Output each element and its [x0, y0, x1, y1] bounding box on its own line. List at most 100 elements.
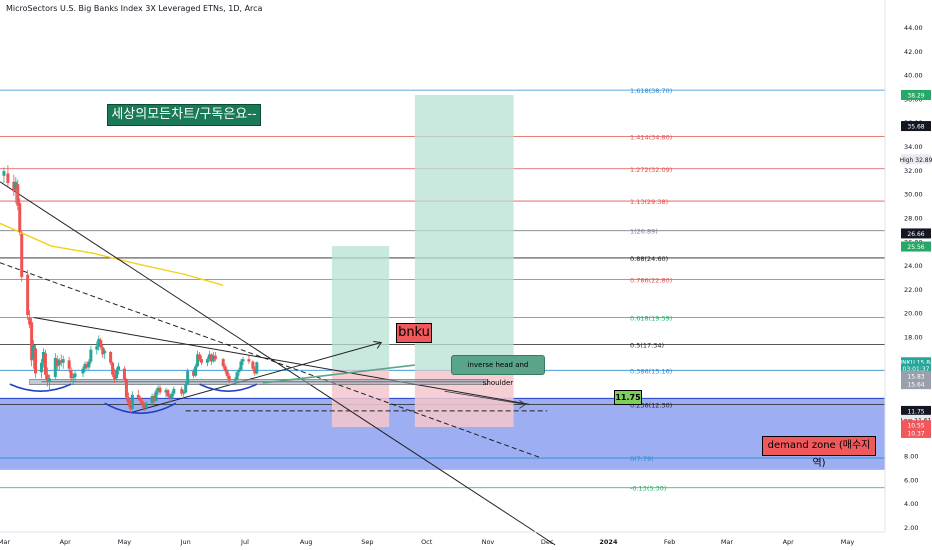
y-tick-label: 42.00 [904, 48, 923, 56]
candle-body [111, 362, 115, 375]
y-tick-label: 40.00 [904, 72, 923, 80]
candle-body [138, 398, 142, 401]
candle-body [16, 184, 20, 206]
y-tick-label: 18.00 [904, 334, 923, 342]
fib-label-3: 1.13(29.38) [630, 198, 668, 206]
candle-body [241, 359, 245, 362]
fib-label-7: 0.618(19.59) [630, 315, 672, 323]
y-tick-label: 4.00 [904, 500, 918, 508]
price-tag-box [901, 89, 931, 100]
candle-body [126, 397, 130, 404]
price-tag-label: 15.83 [907, 373, 924, 380]
candle-body [233, 379, 237, 381]
candle-body [61, 359, 65, 363]
candle-body [39, 362, 43, 373]
price-tag-box [901, 420, 931, 431]
candle-body [2, 171, 6, 176]
price-tag-label: 10.55 [907, 423, 924, 430]
candle-body [18, 203, 22, 232]
candle-body [99, 340, 103, 348]
candle-body [136, 394, 140, 399]
price-tag-box [901, 357, 931, 368]
y-tick-label: 30.00 [904, 191, 923, 199]
candle-body [152, 396, 156, 401]
price-tag-box [901, 228, 931, 239]
candle-body [124, 379, 128, 398]
price-tag-label: 26.66 [907, 231, 924, 238]
candle-body [87, 361, 91, 368]
candle-body [172, 388, 176, 394]
fib-label-2: 1.272(32.09) [630, 166, 672, 174]
fib-label-11: 0(7.79) [630, 455, 654, 463]
candle-body [166, 390, 170, 397]
price-tag-label: 11.75 [907, 408, 924, 415]
candle-body [101, 347, 105, 355]
candle-body [156, 387, 160, 392]
candle-body [186, 371, 190, 385]
x-tick-label: Oct [421, 538, 433, 546]
price-tag-box [901, 414, 931, 425]
candle-body [59, 360, 63, 363]
price-tag-label: 38.29 [907, 92, 924, 99]
candle-body [142, 404, 146, 408]
candle-body [180, 388, 184, 394]
candle-body [95, 346, 99, 350]
y-tick-label: 20.00 [904, 310, 923, 318]
ticker-note-label[interactable]: bnku [396, 323, 432, 343]
head-arc [104, 402, 177, 414]
candle-body [69, 369, 73, 379]
candle-body [34, 348, 38, 374]
price-tag-box [901, 370, 931, 381]
fib-label-8: 0.5(17.34) [630, 341, 664, 349]
x-tick-label: Sep [361, 538, 373, 546]
candle-body [12, 181, 16, 192]
y-tick-label: 44.00 [904, 24, 923, 32]
neckline-band [29, 379, 489, 385]
demand-zone-label[interactable]: demand zone (매수지역) [762, 436, 876, 469]
price-tag-label: 10.37 [907, 430, 924, 437]
x-tick-label: May [118, 538, 132, 546]
candle-body [57, 360, 61, 366]
candle-body [128, 403, 132, 410]
candle-body [207, 354, 211, 360]
x-tick-label: Jun [180, 538, 191, 546]
candle-body [253, 368, 257, 374]
fib-label-5: 0.88(24.60) [630, 255, 668, 263]
candle-body [41, 352, 45, 363]
candle-body [83, 363, 87, 369]
target-box-1 [331, 246, 390, 371]
candle-body [150, 396, 154, 404]
arrow-head-icon [519, 400, 527, 409]
fib-label-0: 1.618(38.70) [630, 87, 672, 95]
candle-body [213, 355, 217, 360]
y-tick-label: 8.00 [904, 453, 918, 461]
price-tag-box [901, 363, 931, 374]
x-tick-label: Apr [783, 538, 795, 546]
candle-body [20, 234, 24, 277]
candle-body [194, 366, 198, 376]
y-tick-label: 22.00 [904, 286, 923, 294]
candle-body [43, 353, 47, 375]
candle-body [209, 354, 213, 362]
candle-body [6, 173, 10, 183]
level-note-label[interactable]: 11.75 [614, 390, 642, 405]
candle-body [81, 368, 85, 374]
candle-body [30, 322, 34, 361]
y-tick-label: 32.00 [904, 167, 923, 175]
price-tag-label: High 32.89 [900, 157, 932, 164]
candle-body [192, 371, 196, 376]
channel-tag-label[interactable]: 세상의모든차트/구독은요-- [107, 104, 261, 126]
x-tick-label: Feb [664, 538, 676, 546]
fib-label-4: 1(26.89) [630, 228, 658, 236]
y-tick-label: 24.00 [904, 262, 923, 270]
left-shoulder-arc [9, 383, 72, 392]
y-tick-label: 28.00 [904, 214, 923, 222]
candle-body [144, 403, 148, 408]
candle-body [168, 396, 172, 399]
chart-title: MicroSectors U.S. Big Banks Index 3X Lev… [6, 4, 263, 13]
price-tag-label: 25.56 [907, 244, 924, 251]
price-tag-label: BNKU 15.84 [898, 360, 932, 367]
pattern-note-label[interactable]: inverse head and shoulder [451, 355, 545, 387]
